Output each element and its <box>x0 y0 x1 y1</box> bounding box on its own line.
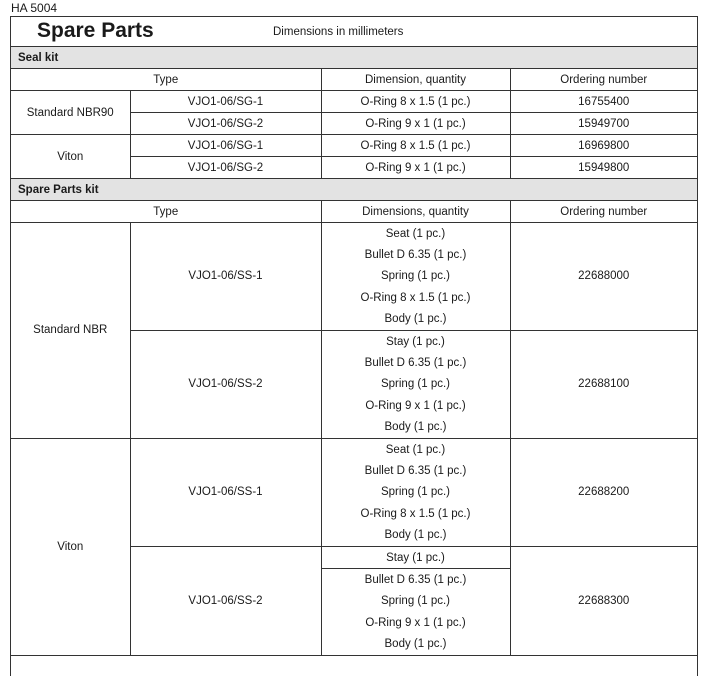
type-cell: VJO1-06/SG-1 <box>129 90 322 113</box>
part-item: Body (1 pc.) <box>321 524 510 547</box>
part-item: Bullet D 6.35 (1 pc.) <box>364 464 467 477</box>
header-row: Type Dimensions, quantity Ordering number <box>11 201 697 223</box>
type-cell: VJO1-06/SS-1 <box>129 222 322 331</box>
ordering-number-cell: 22688100 <box>509 329 697 439</box>
column-header-dimension: Dimensions, quantity <box>320 201 511 223</box>
title-row: Spare Parts Dimensions in millimeters <box>11 17 697 47</box>
part-item: O-Ring 9 x 1 (1 pc.) <box>365 399 466 412</box>
column-header-ordering-number: Ordering number <box>509 69 697 91</box>
header-row: Type Dimension, quantity Ordering number <box>11 69 697 91</box>
spare-kit-table: Type Dimensions, quantity Ordering number S… <box>11 201 697 656</box>
table-row: O-Ring 8 x 1.5 (1 pc.) <box>11 287 697 308</box>
table-row: Spring (1 pc.) <box>11 266 697 287</box>
table-row: Body (1 pc.) <box>11 308 697 331</box>
seal-kit-heading: Seal kit <box>11 47 697 69</box>
ordering-number-cell: 16755400 <box>509 90 697 113</box>
units-note: Dimensions in millimeters <box>273 26 404 38</box>
table-row: Viton VJO1-06/SG-1 O-Ring 8 x 1.5 (1 pc.) 1… <box>11 134 697 179</box>
type-cell: VJO1-06/SG-2 <box>130 156 322 179</box>
part-item: Seat (1 pc.) <box>320 222 511 245</box>
dimension-cell: O-Ring 9 x 1 (1 pc.) <box>320 112 511 135</box>
part-item: Body (1 pc.) <box>321 633 510 656</box>
part-item: Body (1 pc.) <box>321 416 510 439</box>
group-name: Standard NBR90 <box>11 90 131 135</box>
ordering-number-cell: 15949800 <box>509 156 697 179</box>
group-name: Viton <box>11 437 131 656</box>
group-name: Viton <box>11 134 131 179</box>
column-header-type: Type <box>11 201 322 223</box>
table-row: Body (1 pc.) <box>11 633 697 656</box>
table-row: O-Ring 9 x 1 (1 pc.) <box>11 395 697 416</box>
dimension-cell: O-Ring 9 x 1 (1 pc.) <box>320 156 511 179</box>
column-header-type: Type <box>11 69 322 91</box>
seal-kit-table: Type Dimension, quantity Ordering number St… <box>11 69 697 179</box>
table-row: Body (1 pc.) <box>11 416 697 439</box>
ordering-number-cell: 15949700 <box>509 112 697 135</box>
table-row: VJO1-06/SS-2 Stay (1 pc.) 22688100 <box>11 329 697 439</box>
part-item: O-Ring 9 x 1 (1 pc.) <box>365 616 466 629</box>
dimension-cell: O-Ring 8 x 1.5 (1 pc.) <box>320 90 511 113</box>
part-item: Stay (1 pc.) <box>320 545 511 570</box>
column-header-dimension: Dimension, quantity <box>320 69 511 91</box>
type-cell: VJO1-06/SG-2 <box>130 112 322 135</box>
table-row: VJO1-06/SG-2 O-Ring 9 x 1 (1 pc.) 15949800 <box>11 156 697 179</box>
table-row: Bullet D 6.35 (1 pc.) <box>11 569 697 591</box>
part-item: Seat (1 pc.) <box>320 437 511 461</box>
table-row: Standard NBR VJO1-06/SS-1 Seat (1 pc.) 2268… <box>11 222 697 439</box>
part-item: Stay (1 pc.) <box>320 329 511 353</box>
part-item: O-Ring 8 x 1.5 (1 pc.) <box>360 291 471 304</box>
table-row: Viton VJO1-06/SS-1 Seat (1 pc.) 22688200 <box>11 437 697 656</box>
ordering-number-cell: 22688000 <box>509 222 697 331</box>
column-header-ordering-number: Ordering number <box>509 201 697 223</box>
table-row: O-Ring 8 x 1.5 (1 pc.) <box>11 503 697 524</box>
group-name: Standard NBR <box>11 222 131 439</box>
type-cell: VJO1-06/SS-2 <box>130 545 322 656</box>
table-row: Standard NBR90 VJO1-06/SG-1 O-Ring 8 x 1.5… <box>11 90 697 135</box>
part-item: Spring (1 pc.) <box>380 486 451 499</box>
part-item: Body (1 pc.) <box>321 308 510 331</box>
part-item: Bullet D 6.35 (1 pc.) <box>364 249 467 262</box>
table-row: Bullet D 6.35 (1 pc.) <box>11 460 697 481</box>
part-item: Spring (1 pc.) <box>380 595 451 608</box>
part-item: Bullet D 6.35 (1 pc.) <box>364 573 467 586</box>
table-row: O-Ring 9 x 1 (1 pc.) <box>11 612 697 633</box>
spare-kit-heading: Spare Parts kit <box>11 179 697 201</box>
page-title: Spare Parts <box>37 19 154 42</box>
type-cell: VJO1-06/SS-2 <box>130 329 322 439</box>
ordering-number-cell: 22688300 <box>509 545 697 656</box>
table-row: Spring (1 pc.) <box>11 374 697 395</box>
table-row: Bullet D 6.35 (1 pc.) <box>11 352 697 373</box>
table-row: Spring (1 pc.) <box>11 591 697 612</box>
spare-parts-frame: Spare Parts Dimensions in millimeters Se… <box>10 16 698 676</box>
ordering-number-cell: 22688200 <box>509 437 697 547</box>
part-item: Bullet D 6.35 (1 pc.) <box>364 357 467 370</box>
part-item: Spring (1 pc.) <box>380 270 451 283</box>
type-cell: VJO1-06/SG-1 <box>129 134 322 157</box>
part-item: Spring (1 pc.) <box>380 378 451 391</box>
type-cell: VJO1-06/SS-1 <box>129 437 322 547</box>
ordering-number-cell: 16969800 <box>509 134 697 157</box>
part-item: O-Ring 8 x 1.5 (1 pc.) <box>360 507 471 520</box>
table-row: Bullet D 6.35 (1 pc.) <box>11 244 697 265</box>
table-row: VJO1-06/SS-2 Stay (1 pc.) 22688300 <box>11 545 697 656</box>
document-id: HA 5004 <box>11 1 58 15</box>
table-row: Spring (1 pc.) <box>11 482 697 503</box>
dimension-cell: O-Ring 8 x 1.5 (1 pc.) <box>320 134 511 157</box>
